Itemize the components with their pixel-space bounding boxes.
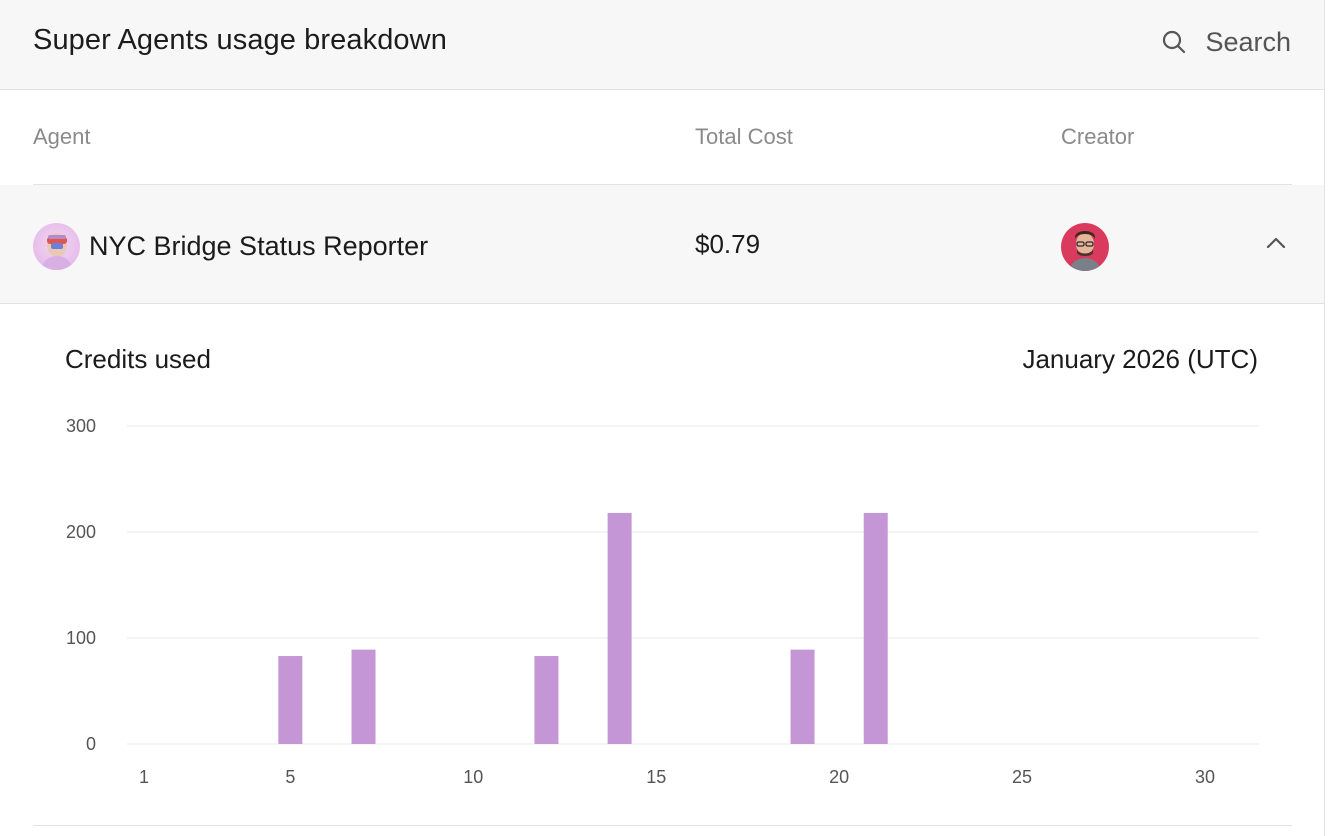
column-header-total-cost: Total Cost	[695, 124, 793, 149]
x-tick-label: 5	[285, 767, 295, 787]
table-row[interactable]: NYC Bridge Status Reporter $0.79	[0, 185, 1324, 304]
chart-title: Credits used	[65, 344, 211, 374]
table-header-divider	[33, 184, 1292, 185]
x-tick-label: 20	[829, 767, 849, 787]
y-tick-label: 200	[66, 522, 96, 542]
x-tick-label: 25	[1012, 767, 1032, 787]
x-tick-label: 30	[1195, 767, 1215, 787]
agent-name[interactable]: NYC Bridge Status Reporter	[89, 231, 429, 261]
x-tick-label: 15	[646, 767, 666, 787]
page-title: Super Agents usage breakdown	[33, 24, 447, 56]
column-header-creator: Creator	[1061, 124, 1135, 149]
bar-day-5[interactable]	[278, 656, 303, 744]
column-header-agent: Agent	[33, 124, 91, 149]
y-tick-label: 300	[66, 416, 96, 436]
y-tick-label: 100	[66, 628, 96, 648]
bar-day-12[interactable]	[534, 656, 559, 744]
creator-avatar	[1061, 223, 1109, 271]
total-cost-value: $0.79	[695, 229, 761, 259]
bar-day-19[interactable]	[790, 649, 815, 744]
agent-details-section: Credits used January 2026 (UTC) 0 100 200 3…	[0, 304, 1324, 836]
search-label[interactable]: Search	[1205, 26, 1291, 57]
chart-period: January 2026 (UTC)	[1022, 344, 1258, 374]
bar-day-7[interactable]	[351, 649, 376, 744]
search-icon[interactable]	[1161, 29, 1187, 55]
bottom-divider	[33, 825, 1292, 826]
agent-avatar	[33, 223, 80, 270]
bar-day-14[interactable]	[607, 512, 632, 744]
x-tick-label: 10	[463, 767, 483, 787]
bar-day-21[interactable]	[863, 512, 888, 744]
x-tick-label: 1	[139, 767, 149, 787]
chevron-up-icon[interactable]	[1262, 229, 1290, 257]
y-tick-label: 0	[86, 734, 96, 754]
panel-header: Super Agents usage breakdown Search	[0, 0, 1324, 90]
search-button[interactable]: Search	[1161, 22, 1291, 62]
